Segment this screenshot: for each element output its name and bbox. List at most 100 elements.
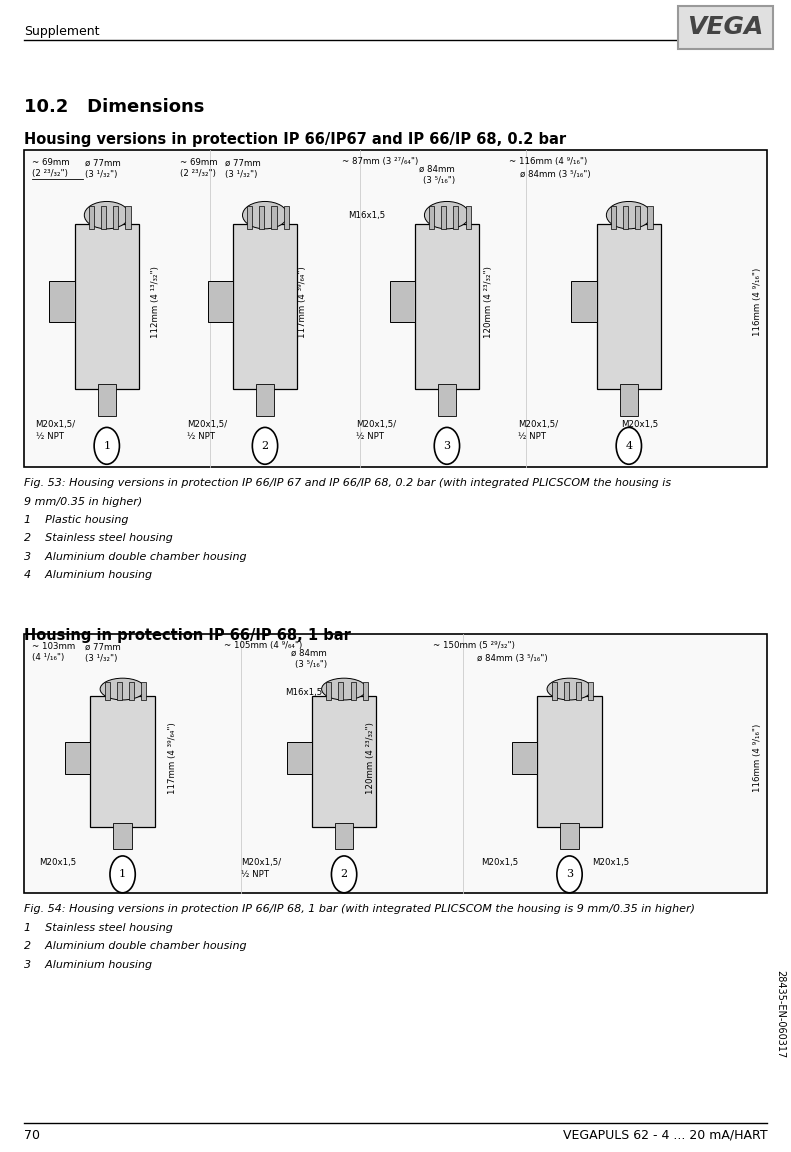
Text: 10.2   Dimensions: 10.2 Dimensions xyxy=(24,98,204,116)
Text: M20x1,5/: M20x1,5/ xyxy=(241,858,282,867)
Text: 117mm (4 ³⁹/₆₄"): 117mm (4 ³⁹/₆₄") xyxy=(297,266,307,338)
Text: ½ NPT: ½ NPT xyxy=(241,870,269,879)
Text: 120mm (4 ²³/₃₂"): 120mm (4 ²³/₃₂") xyxy=(365,722,375,794)
Text: ø 84mm: ø 84mm xyxy=(419,165,455,174)
Text: 3: 3 xyxy=(566,870,573,879)
Circle shape xyxy=(110,856,135,893)
Text: 1    Stainless steel housing: 1 Stainless steel housing xyxy=(24,923,172,933)
Text: ~ 69mm: ~ 69mm xyxy=(180,158,218,167)
Bar xyxy=(648,206,653,229)
Bar xyxy=(24,150,767,467)
Bar xyxy=(259,206,264,229)
Text: M20x1,5/: M20x1,5/ xyxy=(36,420,76,430)
Text: ~ 150mm (5 ²⁹/₃₂"): ~ 150mm (5 ²⁹/₃₂") xyxy=(433,641,516,650)
Text: (3 ¹/₃₂"): (3 ¹/₃₂") xyxy=(85,170,118,180)
Text: ~ 103mm: ~ 103mm xyxy=(32,642,75,651)
Bar xyxy=(50,281,74,323)
Bar xyxy=(247,206,252,229)
Bar xyxy=(437,384,456,416)
Bar xyxy=(126,206,131,229)
Text: 3    Aluminium housing: 3 Aluminium housing xyxy=(24,960,152,970)
Bar xyxy=(326,682,331,700)
Bar xyxy=(335,824,354,849)
Text: 2: 2 xyxy=(340,870,348,879)
Text: ½ NPT: ½ NPT xyxy=(187,432,214,441)
Circle shape xyxy=(94,427,119,464)
Bar xyxy=(271,206,277,229)
Text: 2    Aluminium double chamber housing: 2 Aluminium double chamber housing xyxy=(24,941,246,952)
Text: (3 ⁵/₁₆"): (3 ⁵/₁₆") xyxy=(295,660,327,669)
Text: ø 77mm: ø 77mm xyxy=(85,643,121,652)
Text: (2 ²³/₃₂"): (2 ²³/₃₂") xyxy=(180,169,216,179)
Text: M16x1,5: M16x1,5 xyxy=(285,688,322,697)
Text: ø 84mm (3 ⁵/₁₆"): ø 84mm (3 ⁵/₁₆") xyxy=(477,654,547,664)
Bar xyxy=(97,384,116,416)
Bar xyxy=(572,281,596,323)
Ellipse shape xyxy=(243,202,287,229)
Bar xyxy=(589,682,593,700)
Bar xyxy=(74,225,139,388)
Bar xyxy=(564,682,569,700)
Text: Housing in protection IP 66/IP 68, 1 bar: Housing in protection IP 66/IP 68, 1 bar xyxy=(24,628,350,643)
Bar xyxy=(208,281,233,323)
Text: ½ NPT: ½ NPT xyxy=(518,432,546,441)
Bar xyxy=(101,206,106,229)
Text: (2 ²³/₃₂"): (2 ²³/₃₂") xyxy=(32,169,67,179)
Bar xyxy=(24,634,767,893)
Bar xyxy=(284,206,289,229)
Bar xyxy=(414,225,479,388)
Bar xyxy=(129,682,134,700)
Text: (3 ⁵/₁₆"): (3 ⁵/₁₆") xyxy=(423,176,456,185)
Bar xyxy=(142,682,146,700)
Bar xyxy=(113,206,119,229)
Text: M20x1,5: M20x1,5 xyxy=(621,420,658,430)
Circle shape xyxy=(331,856,357,893)
Bar xyxy=(363,682,368,700)
Circle shape xyxy=(252,427,278,464)
Text: 1: 1 xyxy=(119,870,127,879)
Bar xyxy=(466,206,471,229)
Text: ½ NPT: ½ NPT xyxy=(36,432,63,441)
Ellipse shape xyxy=(425,202,469,229)
Circle shape xyxy=(434,427,460,464)
Bar xyxy=(537,696,602,827)
Text: ø 84mm (3 ⁵/₁₆"): ø 84mm (3 ⁵/₁₆") xyxy=(520,170,590,180)
Text: M20x1,5/: M20x1,5/ xyxy=(356,420,396,430)
Bar xyxy=(513,742,537,774)
Bar xyxy=(339,682,343,700)
Text: 70: 70 xyxy=(24,1129,40,1142)
Text: 9 mm/0.35 in higher): 9 mm/0.35 in higher) xyxy=(24,497,142,507)
Text: M20x1,5/: M20x1,5/ xyxy=(518,420,558,430)
Bar xyxy=(389,281,414,323)
Text: Fig. 54: Housing versions in protection IP 66/IP 68, 1 bar (with integrated PLIC: Fig. 54: Housing versions in protection … xyxy=(24,904,694,915)
Text: VEGAPULS 62 - 4 ... 20 mA/HART: VEGAPULS 62 - 4 ... 20 mA/HART xyxy=(562,1129,767,1142)
Text: VEGA: VEGA xyxy=(687,15,764,39)
Bar xyxy=(350,682,356,700)
Text: 120mm (4 ²³/₃₂"): 120mm (4 ²³/₃₂") xyxy=(484,266,494,338)
Bar xyxy=(551,682,557,700)
Bar xyxy=(619,384,638,416)
Text: ~ 116mm (4 ⁹/₁₆"): ~ 116mm (4 ⁹/₁₆") xyxy=(509,157,587,166)
Text: ø 77mm: ø 77mm xyxy=(85,159,121,168)
Text: ~ 105mm (4 ⁹/₆₄"): ~ 105mm (4 ⁹/₆₄") xyxy=(224,641,302,650)
Bar xyxy=(611,206,616,229)
Text: ½ NPT: ½ NPT xyxy=(356,432,384,441)
Text: M20x1,5: M20x1,5 xyxy=(481,858,518,867)
Ellipse shape xyxy=(100,679,145,700)
Bar xyxy=(104,682,110,700)
Bar xyxy=(635,206,641,229)
Bar xyxy=(66,742,90,774)
Text: (4 ¹/₁₆"): (4 ¹/₁₆") xyxy=(32,653,64,662)
Text: ø 77mm: ø 77mm xyxy=(225,159,261,168)
Text: Fig. 53: Housing versions in protection IP 66/IP 67 and IP 66/IP 68, 0.2 bar (wi: Fig. 53: Housing versions in protection … xyxy=(24,478,671,488)
Text: M16x1,5: M16x1,5 xyxy=(348,211,385,220)
Ellipse shape xyxy=(85,202,129,229)
Bar xyxy=(429,206,434,229)
Circle shape xyxy=(557,856,582,893)
Text: ~ 69mm: ~ 69mm xyxy=(32,158,70,167)
Ellipse shape xyxy=(547,679,592,700)
Text: 112mm (4 ¹³/₃₂"): 112mm (4 ¹³/₃₂") xyxy=(151,266,161,338)
Circle shape xyxy=(616,427,642,464)
Bar xyxy=(255,384,274,416)
Bar xyxy=(117,682,122,700)
